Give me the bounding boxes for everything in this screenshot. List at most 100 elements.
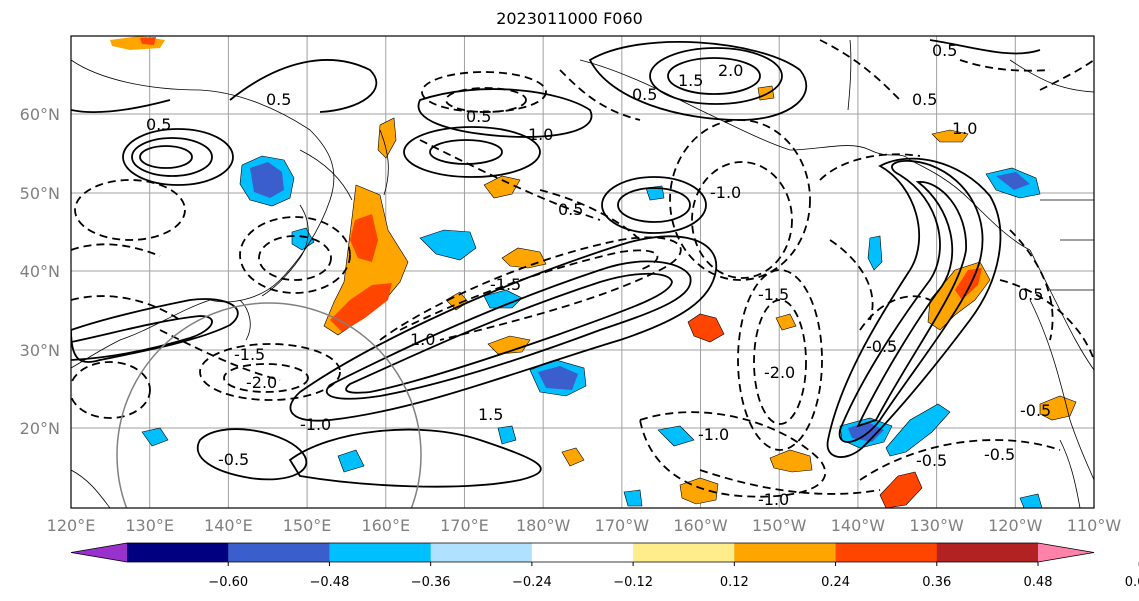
shade-red-160e-b xyxy=(330,283,392,332)
contour-label: 2.0 xyxy=(718,61,743,80)
shade-orange-155w xyxy=(687,313,725,343)
negative-contours xyxy=(71,39,1094,498)
shade-lightblue-160w xyxy=(657,425,695,447)
lat-label: 60°N xyxy=(20,105,60,124)
shade-lightblue-135w xyxy=(885,403,951,457)
lat-label: 50°N xyxy=(20,184,60,203)
contour-label: -1.0 xyxy=(300,415,331,434)
colorbar-extend-max xyxy=(1038,543,1094,562)
contour-label: -2.0 xyxy=(764,363,795,382)
shade-lightblue-165w-south xyxy=(623,489,643,507)
shade-red-140e-north xyxy=(140,37,156,45)
contour-label: 0.5 xyxy=(466,107,491,126)
contour-label: -1.0 xyxy=(698,425,729,444)
map-title: 2023011000 F060 xyxy=(496,9,643,28)
lon-label: 150°W xyxy=(752,516,807,535)
shade-lightblue-140w xyxy=(867,235,883,271)
contour-label: 1.0 xyxy=(952,119,977,138)
colorbar-ticks: −0.60 −0.48 −0.36 −0.24 −0.12 0.12 0.24 … xyxy=(208,562,1139,590)
contour-label: 0.5 xyxy=(1018,285,1043,304)
colorbar xyxy=(70,542,1095,563)
shade-lightblue-175e xyxy=(483,289,523,309)
shade-orange-150w xyxy=(769,449,813,473)
colorbar-segment xyxy=(633,543,735,562)
colorbar-segment xyxy=(430,543,533,562)
shade-red-160e-a xyxy=(350,214,378,262)
lat-label: 40°N xyxy=(20,262,60,281)
contour-label: -0.5 xyxy=(1020,401,1051,420)
longitude-axis: 120°E 130°E 140°E 150°E 160°E 170°E 180°… xyxy=(47,516,1122,535)
colorbar-tick-label: 0.48 xyxy=(1024,575,1053,590)
lon-label: 160°E xyxy=(361,516,410,535)
contour-label: -0.5 xyxy=(218,450,249,469)
contour-label: 0.5 xyxy=(558,200,583,219)
positive-contours xyxy=(71,39,1041,488)
range-ring xyxy=(116,302,422,508)
contour-label: -1.0 xyxy=(710,183,741,202)
shade-lightblue-140e xyxy=(141,427,169,447)
contour-label: 0.5 xyxy=(632,85,657,104)
colorbar-tick-label: −0.36 xyxy=(411,575,451,590)
shade-lightblue-115w-south xyxy=(1019,493,1043,508)
colorbar-tick-label: 0.24 xyxy=(821,575,850,590)
lon-label: 170°E xyxy=(440,516,489,535)
coastlines xyxy=(71,39,1094,508)
shade-lightblue-165w-north xyxy=(645,185,665,201)
colorbar-extend-min xyxy=(71,543,127,562)
map-frame xyxy=(70,35,1095,509)
colorbar-tick-label: −0.48 xyxy=(310,575,350,590)
shade-orange-140e-north xyxy=(110,36,165,50)
shade-lightblue-175e-south xyxy=(497,425,517,445)
colorbar-tick-label: −0.24 xyxy=(512,575,552,590)
contour-label: 0.5 xyxy=(266,90,291,109)
colorbar-segment xyxy=(734,543,837,562)
contour-label: 0.5 xyxy=(932,41,957,60)
shade-orange-175w xyxy=(483,175,521,199)
lon-label: 140°W xyxy=(831,516,886,535)
shade-orange-115w xyxy=(1039,395,1077,421)
shade-orange-160e-north xyxy=(377,117,397,159)
lon-label: 150°E xyxy=(283,516,332,535)
colorbar-segment xyxy=(531,543,634,562)
lat-label: 20°N xyxy=(20,419,60,438)
colorbar-tick-label: −0.60 xyxy=(208,575,248,590)
shade-orange-170e-south xyxy=(561,447,585,467)
contour-label: -0.5 xyxy=(916,451,947,470)
shade-red-135w-south xyxy=(879,471,923,508)
lon-label: 170°W xyxy=(595,516,650,535)
shade-orange-150w-mid xyxy=(775,313,797,331)
shade-lightblue-150e xyxy=(291,227,315,251)
contour-label: -2.0 xyxy=(246,373,277,392)
lon-label: 130°E xyxy=(125,516,174,535)
shade-orange-180 xyxy=(501,247,547,269)
colorbar-segment xyxy=(329,543,432,562)
contour-label: 1.5 xyxy=(478,405,503,424)
graticule xyxy=(71,36,1094,508)
lon-label: 120°W xyxy=(988,516,1043,535)
contour-label: -1.5 xyxy=(490,275,521,294)
lon-label: 130°W xyxy=(909,516,964,535)
lon-label: 110°W xyxy=(1067,516,1122,535)
contour-label: -1.0 xyxy=(758,490,789,509)
lat-label: 30°N xyxy=(20,341,60,360)
contour-label: 1.5 xyxy=(678,71,703,90)
lon-label: 140°E xyxy=(204,516,253,535)
lon-label: 160°W xyxy=(673,516,728,535)
contour-label: -0.5 xyxy=(866,337,897,356)
colorbar-outline xyxy=(70,542,1095,563)
shade-lightblue-165e xyxy=(419,229,477,261)
shaded-fields xyxy=(110,36,1077,508)
shade-blue-145e xyxy=(250,162,284,198)
colorbar-tick-label: −0.12 xyxy=(613,575,653,590)
lon-label: 180°W xyxy=(516,516,571,535)
shade-orange-130w-north xyxy=(931,129,969,143)
contour-label: -1.5 xyxy=(234,345,265,364)
contour-label: -0.5 xyxy=(984,445,1015,464)
contour-label: 0.5 xyxy=(912,90,937,109)
shade-lightblue-165e-south xyxy=(337,449,365,473)
contour-label: 1.0 xyxy=(410,330,435,349)
colorbar-segment xyxy=(127,543,229,562)
shade-blue-125w xyxy=(996,172,1030,190)
contour-label-group: 0.5 0.5 0.5 0.5 0.5 0.5 0.5 0.5 1.0 1.0 … xyxy=(146,41,1051,509)
